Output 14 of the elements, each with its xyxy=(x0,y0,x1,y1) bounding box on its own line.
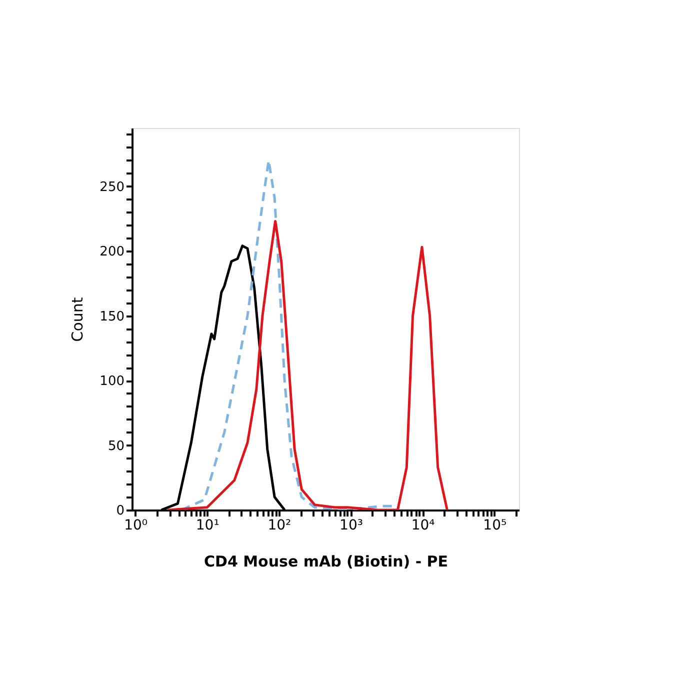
y-tick-label: 100 xyxy=(100,374,124,390)
x-tick-label: 10¹ xyxy=(196,518,220,534)
y-tick-label: 150 xyxy=(100,309,124,324)
x-tick-label: 10⁴ xyxy=(411,518,436,534)
y-tick-label: 200 xyxy=(100,244,124,260)
x-tick-label: 10³ xyxy=(340,518,363,534)
x-tick-label: 10⁰ xyxy=(124,518,148,534)
x-tick-label: 10⁵ xyxy=(483,518,507,534)
y-axis-title: Count xyxy=(68,297,87,342)
y-tick-label: 250 xyxy=(100,180,124,195)
x-tick-label: 10² xyxy=(268,518,292,534)
y-tick-label: 0 xyxy=(116,504,124,518)
x-axis-title: CD4 Mouse mAb (Biotin) - PE xyxy=(204,552,448,570)
y-tick-label: 50 xyxy=(108,438,124,454)
